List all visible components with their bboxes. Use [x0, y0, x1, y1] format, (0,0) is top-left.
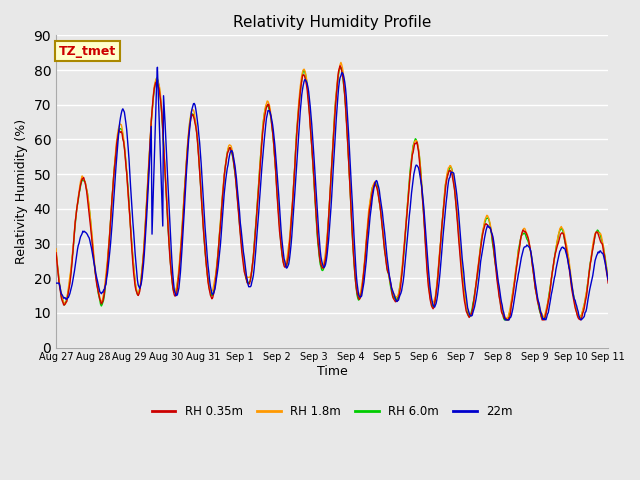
Text: TZ_tmet: TZ_tmet [59, 45, 116, 58]
Legend: RH 0.35m, RH 1.8m, RH 6.0m, 22m: RH 0.35m, RH 1.8m, RH 6.0m, 22m [147, 400, 517, 423]
Title: Relativity Humidity Profile: Relativity Humidity Profile [233, 15, 431, 30]
Y-axis label: Relativity Humidity (%): Relativity Humidity (%) [15, 119, 28, 264]
X-axis label: Time: Time [317, 365, 348, 378]
